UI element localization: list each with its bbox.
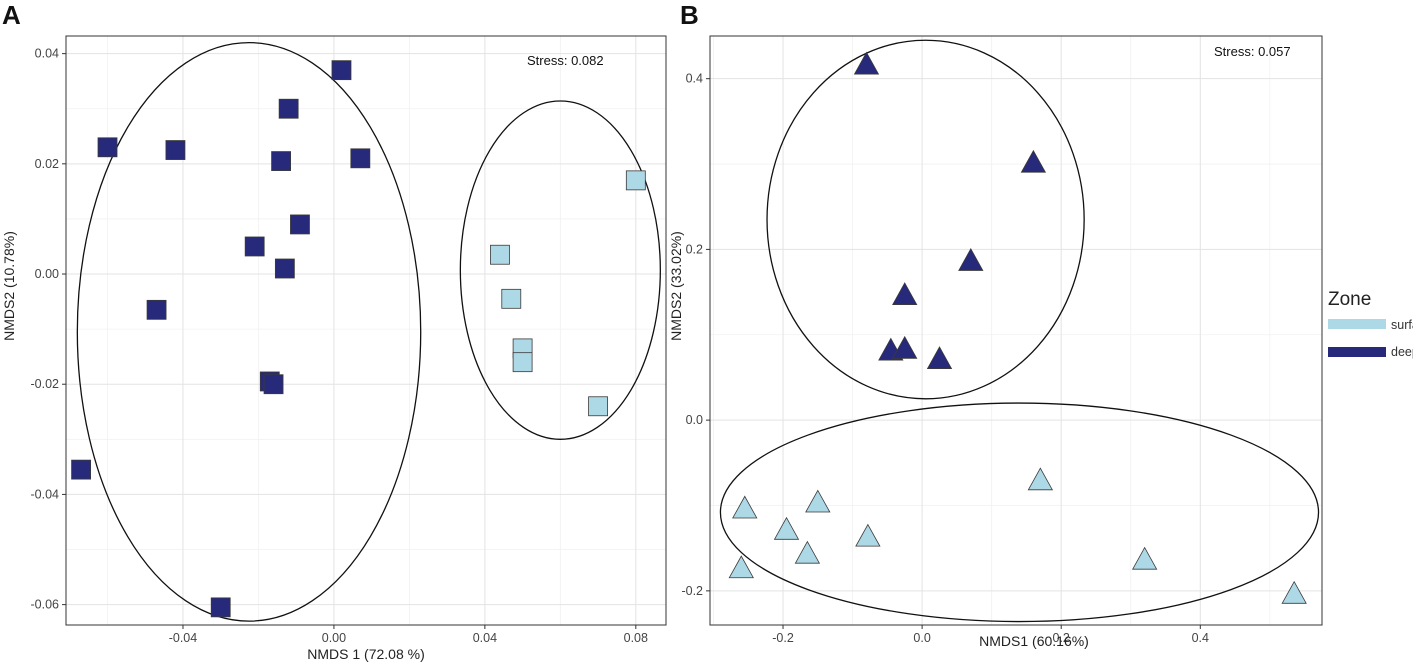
panel-b-point-deep: [1020, 149, 1047, 173]
panel-a-plot: -0.04 0.00 0.04 0.08 -0.06 -0.04 -0.02 0.00 0.02…: [1, 35, 667, 662]
panel-a-y-tick-label: -0.04: [31, 487, 60, 501]
panel-a-x-tick-label: 0.04: [473, 631, 497, 645]
panel-b-point-deep: [853, 51, 880, 75]
panel-b-point-surface: [855, 523, 881, 547]
panel-a-letter: A: [2, 0, 21, 30]
panel-b-point-surface: [1131, 546, 1158, 570]
panel-b-letter: B: [680, 0, 699, 30]
panel-b-x-tick-label: 0.4: [1192, 631, 1209, 645]
panel-a-y-tick-label: -0.06: [31, 598, 60, 612]
panel-a-point-surface: [501, 288, 522, 309]
panel-a-point-deep: [331, 60, 352, 81]
panel-b-ellipse-surface: [719, 402, 1320, 623]
legend-label-surface: surface: [1391, 318, 1413, 332]
legend: Zone surface deep: [1328, 289, 1413, 359]
legend-label-deep: deep: [1391, 345, 1413, 359]
panel-a-point-deep: [165, 140, 186, 160]
panel-b-point-deep: [926, 346, 953, 369]
panel-b-point-surface: [728, 555, 754, 579]
panel-a-point-deep: [274, 258, 295, 279]
panel-b-point-surface: [1281, 580, 1307, 604]
panel-a-point-deep: [263, 374, 284, 395]
panel-b-plot-background: [710, 36, 1322, 625]
panel-a-x-tick-label: -0.04: [169, 631, 198, 645]
panel-b-y-tick-label: 0.4: [686, 72, 703, 86]
panel-b-point-surface: [805, 489, 831, 513]
panel-a-x-tick-label: 0.00: [322, 631, 346, 645]
panel-b-point-surface: [1027, 467, 1054, 491]
panel-b-point-surface: [794, 540, 821, 564]
panel-b-point-deep: [958, 247, 984, 271]
panel-a-y-tick-label: 0.00: [35, 267, 59, 281]
panel-a-y-tick-label: -0.02: [31, 377, 60, 391]
panel-a-point-deep: [278, 98, 299, 119]
panel-a-plot-background: [66, 36, 666, 625]
panel-b-point-deep: [892, 282, 918, 305]
panel-b-y-axis-title: NMDS2 (33.02%): [668, 231, 684, 341]
panel-a-point-deep: [97, 137, 118, 158]
panel-a-ellipse-deep: [76, 41, 422, 622]
panel-b-point-surface: [773, 516, 800, 540]
panel-a-frame: [65, 35, 667, 626]
panel-a-point-surface: [588, 396, 608, 417]
panel-a-y-axis-title: NMDS2 (10.78%): [1, 231, 17, 341]
panel-b-x-tick-label: 0.2: [1053, 631, 1070, 645]
legend-swatch-surface: [1328, 319, 1386, 329]
panel-b-stress: Stress: 0.057: [1214, 44, 1291, 59]
panel-a-ellipse-surface: [459, 100, 661, 440]
panel-a-point-surface: [625, 170, 646, 191]
panel-a-point-surface: [490, 244, 510, 265]
panel-b-ellipse-deep: [766, 39, 1085, 400]
panel-a-point-deep: [350, 148, 371, 169]
panel-a-x-tick-label: 0.08: [624, 631, 648, 645]
panel-a-point-deep: [290, 214, 310, 235]
panel-b-x-tick-label: 0.0: [913, 631, 930, 645]
legend-title: Zone: [1328, 289, 1371, 310]
panel-a-y-tick-label: 0.02: [35, 157, 59, 171]
panel-b-plot: -0.2 0.0 0.2 0.4 -0.2 0.0 0.2 0.4 Stress: 0.057…: [668, 35, 1323, 649]
panel-b-x-axis-title: NMDS1 (60.16%): [979, 633, 1089, 649]
panel-a-y-tick-label: 0.04: [35, 47, 59, 61]
panel-b-y-tick-label: -0.2: [681, 584, 703, 598]
panel-b-frame: [709, 35, 1323, 626]
panel-a-point-deep: [210, 597, 231, 618]
panel-b-y-tick-label: 0.2: [686, 242, 703, 256]
panel-b-point-surface: [732, 495, 758, 519]
panel-a-point-deep: [71, 459, 91, 480]
legend-swatch-deep: [1328, 347, 1386, 357]
panel-a-stress: Stress: 0.082: [527, 53, 604, 68]
panel-b-y-tick-label: 0.0: [686, 413, 703, 427]
panel-a-point-deep: [244, 236, 265, 257]
panel-b-x-tick-label: -0.2: [772, 631, 794, 645]
panel-a-x-axis-title: NMDS 1 (72.08 %): [307, 646, 424, 662]
panel-a-point-deep: [271, 151, 291, 171]
panel-a-point-surface: [512, 352, 533, 373]
panel-a-point-deep: [146, 299, 167, 320]
panel-b-point-deep: [892, 335, 918, 359]
